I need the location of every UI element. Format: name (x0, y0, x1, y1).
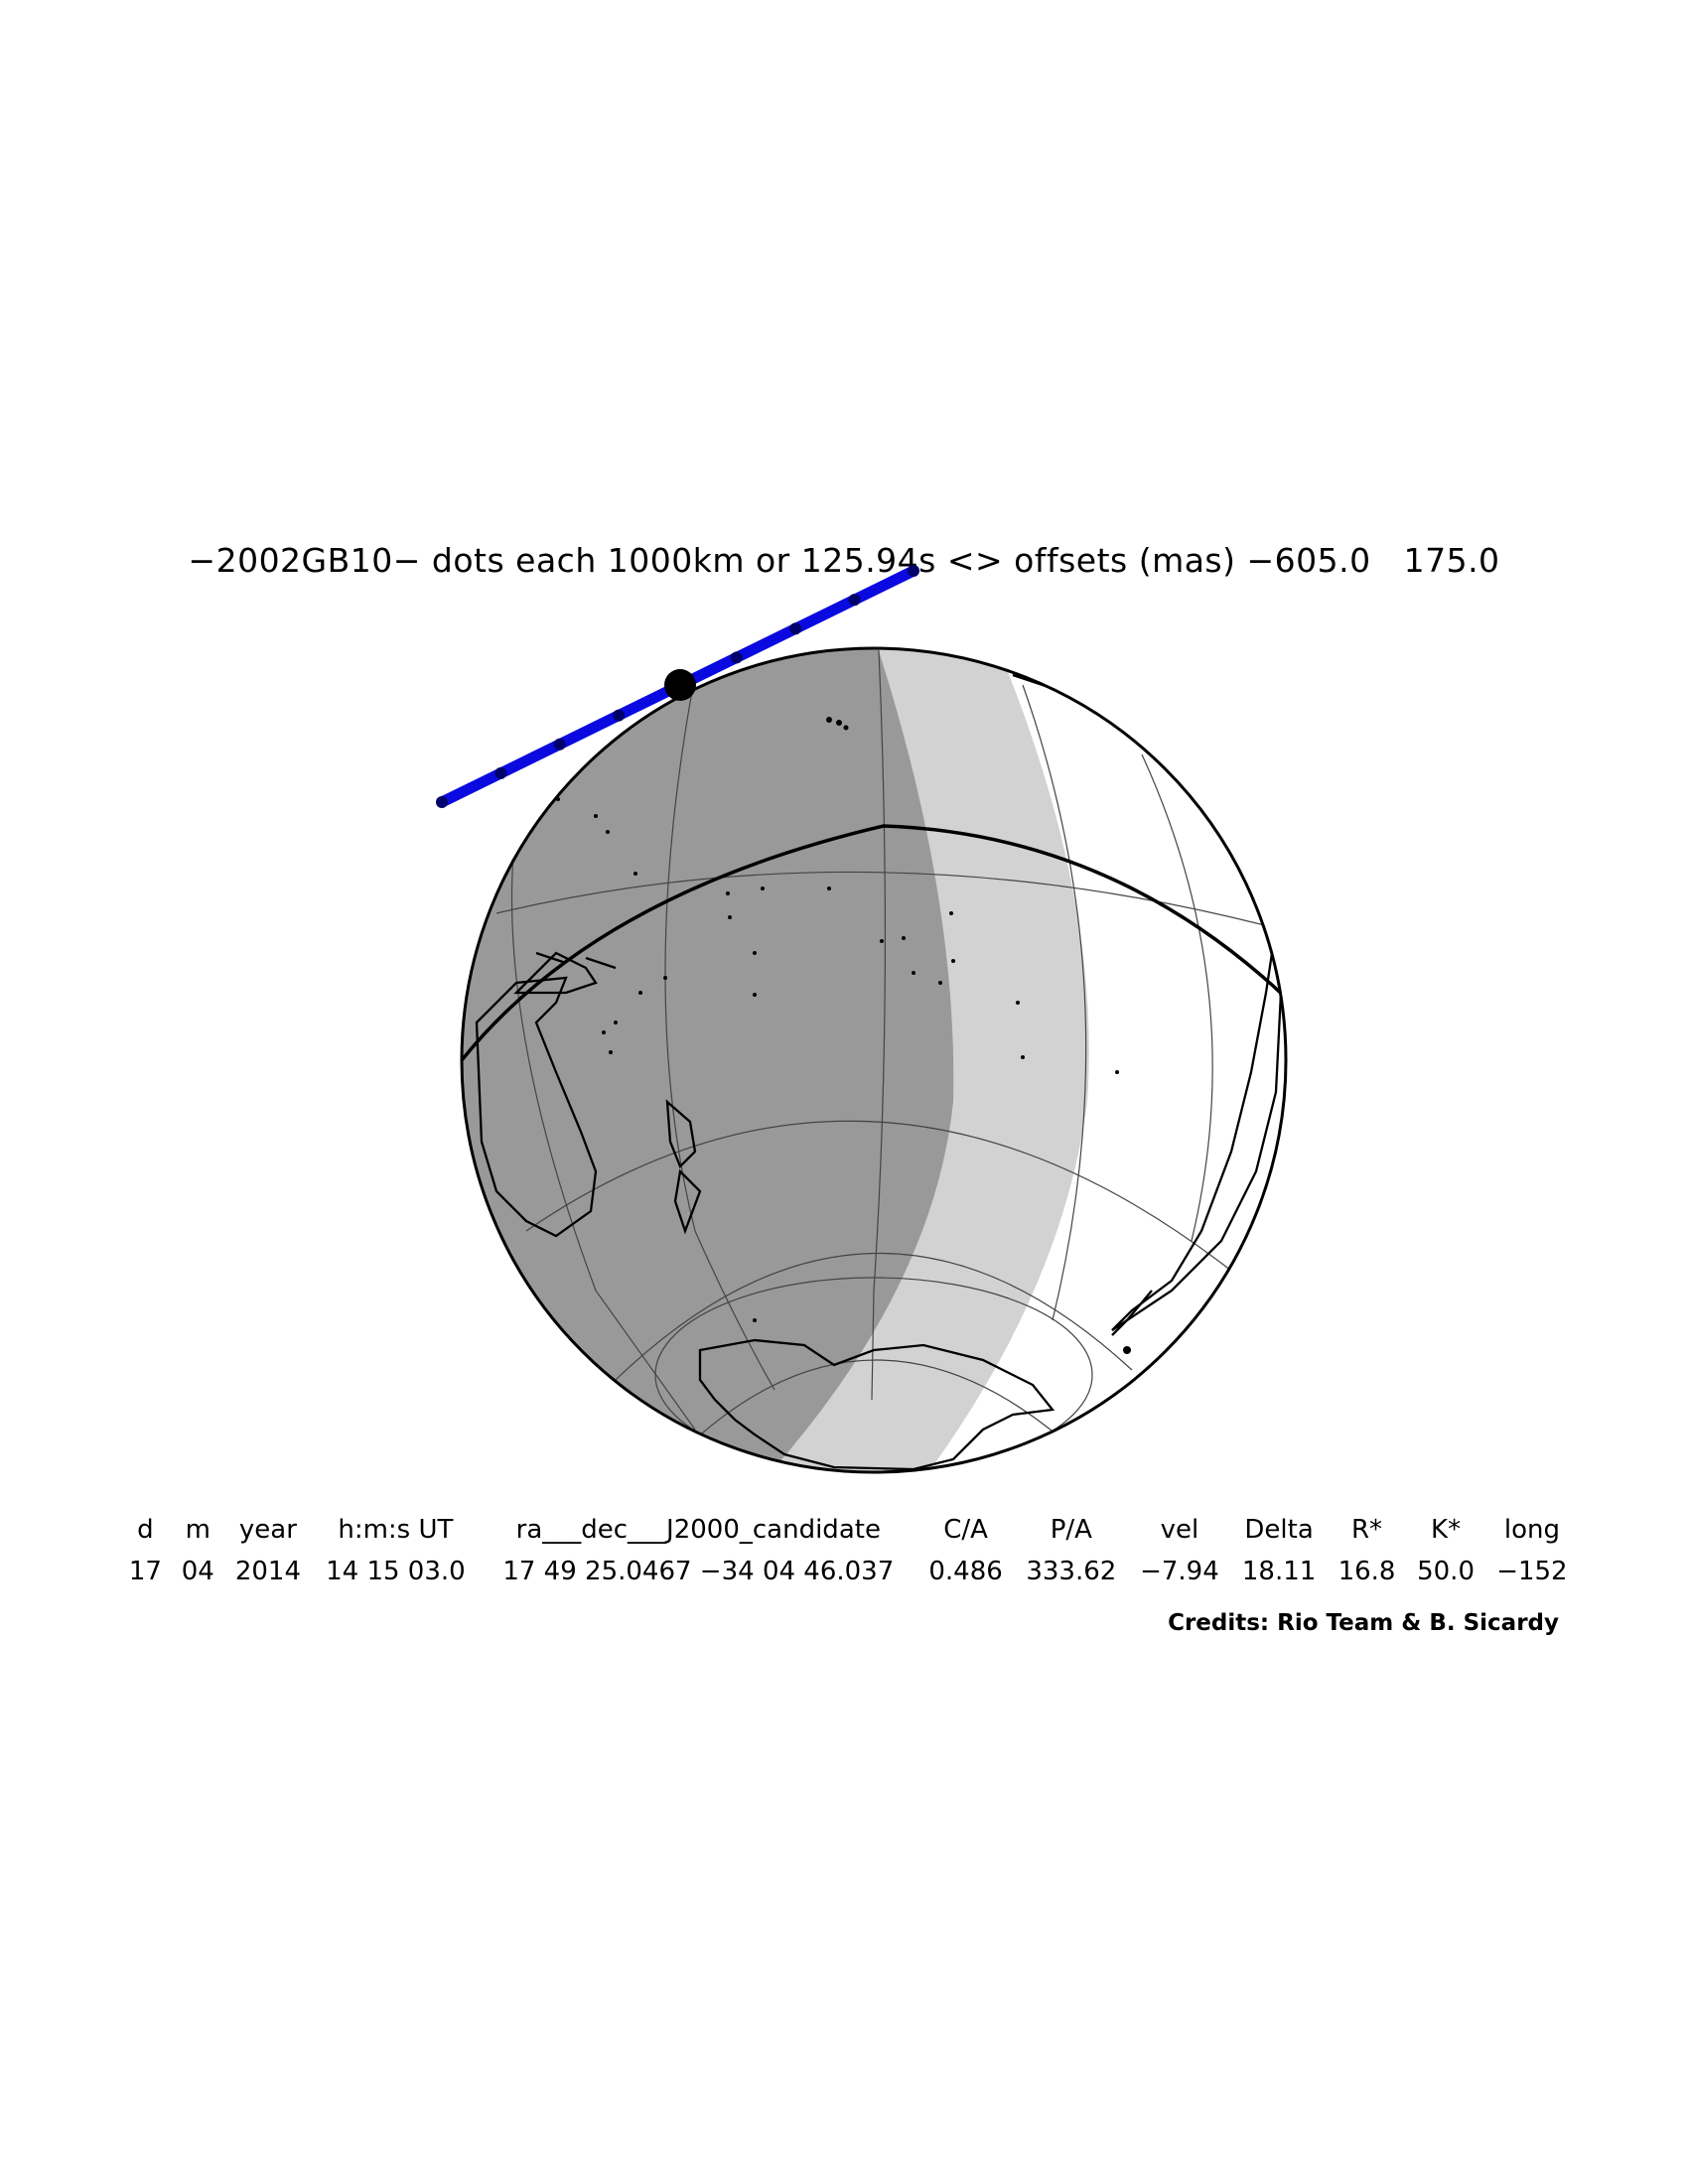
track-dot (494, 766, 507, 779)
value-cell: 17 49 25.0467 −34 04 46.037 (502, 1557, 895, 1586)
islands (556, 717, 1131, 1354)
track-dot (789, 622, 802, 635)
header-cell: vel (1160, 1515, 1199, 1545)
track-dot (848, 594, 861, 607)
track-dot (553, 738, 566, 751)
table-header-row: d m year h:m:s UT ra___dec___J2000_candi… (119, 1509, 1579, 1551)
equator (462, 824, 1286, 1062)
header-cell: K* (1431, 1515, 1462, 1545)
value-cell: −152 (1496, 1557, 1568, 1586)
header-cell: Delta (1244, 1515, 1314, 1545)
globe-outline (460, 646, 1288, 1474)
header-cell: year (238, 1515, 297, 1545)
credits: Credits: Rio Team & B. Sicardy (1168, 1610, 1559, 1636)
header-cell: P/A (1050, 1515, 1092, 1545)
value-cell: 0.486 (928, 1557, 1003, 1586)
track-dot (908, 565, 919, 577)
value-cell: 50.0 (1417, 1557, 1475, 1586)
value-cell: 04 (181, 1557, 214, 1586)
value-cell: 333.62 (1026, 1557, 1117, 1586)
header-cell: h:m:s UT (338, 1515, 454, 1545)
header-cell: m (185, 1515, 211, 1545)
value-cell: −7.94 (1140, 1557, 1219, 1586)
event-info-table: d m year h:m:s UT ra___dec___J2000_candi… (119, 1509, 1579, 1592)
header-cell: R* (1350, 1515, 1383, 1545)
header-cell: ra___dec___J2000_candidate (515, 1515, 881, 1545)
header-cell: d (137, 1515, 154, 1545)
value-cell: 2014 (234, 1557, 301, 1586)
value-cell: 17 (128, 1557, 162, 1586)
header-cell: long (1503, 1515, 1560, 1545)
header-cell: C/A (943, 1515, 988, 1545)
value-cell: 18.11 (1241, 1557, 1317, 1586)
track-dots (436, 565, 919, 808)
track-dot (730, 651, 743, 664)
track-dot (613, 709, 626, 722)
map-title: −2002GB10− dots each 1000km or 125.94s <… (188, 541, 1500, 580)
table-value-row: 17 04 2014 14 15 03.0 17 49 25.0467 −34 … (119, 1551, 1579, 1592)
closest-approach-marker (664, 669, 696, 701)
track-dot (436, 796, 448, 808)
value-cell: 14 15 03.0 (326, 1557, 466, 1586)
value-cell: 16.8 (1337, 1557, 1396, 1586)
